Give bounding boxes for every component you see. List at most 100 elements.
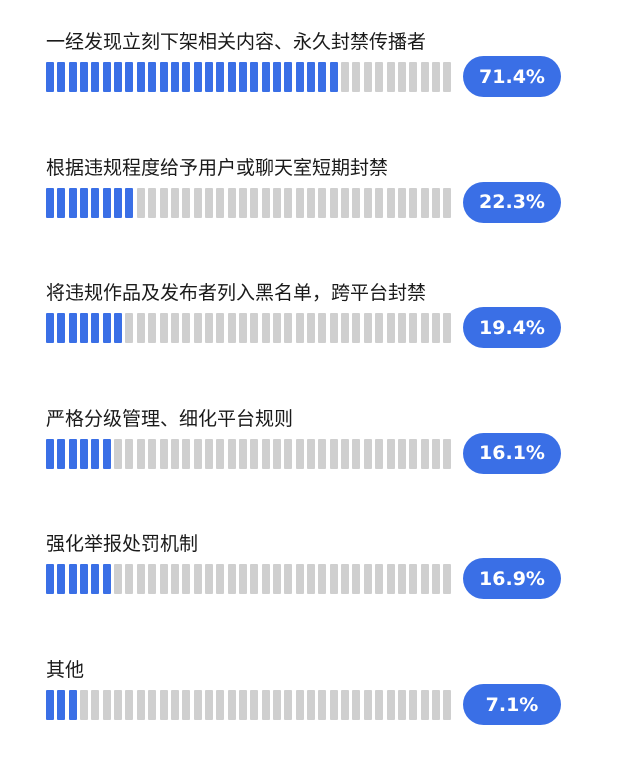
bar-segment-empty bbox=[273, 564, 281, 595]
bar-segment-empty bbox=[420, 564, 429, 595]
bar-segment-empty bbox=[204, 187, 213, 218]
bar-segment-empty bbox=[193, 187, 202, 218]
bar-segment-filled bbox=[148, 62, 157, 92]
value-badge: 16.9% bbox=[463, 558, 561, 600]
bar-segment-empty bbox=[91, 690, 100, 720]
bar-track bbox=[46, 438, 456, 469]
bar-segment-empty bbox=[420, 438, 429, 469]
bar-segment-empty bbox=[375, 187, 384, 218]
bar-segment-empty bbox=[216, 564, 225, 595]
value-badge: 19.4% bbox=[463, 307, 561, 349]
bar-segment-empty bbox=[125, 564, 134, 595]
bar-segment-empty bbox=[204, 438, 213, 469]
bar-segment-empty bbox=[318, 187, 327, 218]
bar-segment-filled bbox=[57, 187, 66, 218]
bar-segment-empty bbox=[397, 187, 406, 218]
bar-segment-empty bbox=[182, 690, 191, 720]
bar-segment-empty bbox=[170, 690, 179, 720]
bar-segment-filled bbox=[46, 564, 54, 595]
bar-segment-empty bbox=[227, 690, 236, 720]
bar-segment-empty bbox=[238, 564, 247, 595]
bar-segment-empty bbox=[363, 62, 372, 92]
bar-segment-empty bbox=[148, 690, 157, 720]
bar-segment-empty bbox=[375, 690, 384, 720]
bar-row: 根据违规程度给予用户或聊天室短期封禁 22.3% bbox=[0, 155, 640, 255]
bar-segment-empty bbox=[341, 187, 350, 218]
bar-segment-filled bbox=[227, 62, 236, 92]
bar-segment-empty bbox=[409, 187, 418, 218]
bar-segment-empty bbox=[114, 438, 123, 469]
bar-segment-empty bbox=[386, 313, 395, 344]
bar-segment-empty bbox=[352, 187, 361, 218]
bar-segment-empty bbox=[193, 438, 202, 469]
bar-segment-filled bbox=[216, 62, 225, 92]
bar-segment-empty bbox=[284, 438, 293, 469]
bar-segment-filled bbox=[159, 62, 168, 92]
bar-segment-empty bbox=[386, 62, 395, 92]
bar-segment-filled bbox=[250, 62, 259, 92]
bar-segment-empty bbox=[238, 690, 247, 720]
bar-segment-empty bbox=[136, 564, 145, 595]
bar-segment-empty bbox=[170, 313, 179, 344]
bar-segment-empty bbox=[170, 564, 179, 595]
bar-segment-empty bbox=[80, 690, 89, 720]
bar-segment-empty bbox=[375, 313, 384, 344]
bar-segment-empty bbox=[363, 313, 372, 344]
bar-track bbox=[46, 62, 456, 92]
bar-segment-empty bbox=[159, 690, 168, 720]
bar-segment-empty bbox=[261, 690, 270, 720]
bar-segment-empty bbox=[397, 564, 406, 595]
bar-segment-empty bbox=[363, 564, 372, 595]
bar-segment-filled bbox=[57, 564, 66, 595]
bar-segment-empty bbox=[341, 62, 350, 92]
bar-segment-empty bbox=[420, 62, 429, 92]
bar-segment-filled bbox=[91, 564, 100, 595]
bar-segment-empty bbox=[397, 313, 406, 344]
bar-segment-empty bbox=[284, 187, 293, 218]
bar-row: 其他 7.1% bbox=[0, 657, 640, 757]
bar-segment-filled bbox=[114, 313, 123, 344]
bar-segment-empty bbox=[352, 690, 361, 720]
bar-segment-empty bbox=[397, 690, 406, 720]
bar-segment-filled bbox=[46, 313, 54, 344]
bar-segment-empty bbox=[431, 62, 440, 92]
bar-segment-filled bbox=[102, 187, 111, 218]
bar-segment-empty bbox=[307, 313, 316, 344]
bar-segment-empty bbox=[409, 690, 418, 720]
bar-segment-empty bbox=[329, 187, 338, 218]
bar-segment-empty bbox=[352, 438, 361, 469]
bar-segment-empty bbox=[182, 438, 191, 469]
bar-segment-empty bbox=[250, 438, 259, 469]
bar-segment-empty bbox=[295, 187, 304, 218]
bar-segment-empty bbox=[159, 564, 168, 595]
value-badge: 71.4% bbox=[463, 56, 561, 97]
bar-segment-empty bbox=[386, 564, 395, 595]
bar-segment-empty bbox=[136, 187, 145, 218]
bar-segment-empty bbox=[307, 564, 316, 595]
bar-segment-empty bbox=[227, 187, 236, 218]
bar-segment-filled bbox=[68, 187, 77, 218]
bar-segment-empty bbox=[148, 187, 157, 218]
bar-segment-filled bbox=[273, 62, 281, 92]
bar-segment-empty bbox=[238, 438, 247, 469]
bar-segment-filled bbox=[318, 62, 327, 92]
bar-segment-empty bbox=[125, 438, 134, 469]
bar-segment-empty bbox=[443, 187, 452, 218]
bar-segment-filled bbox=[68, 690, 77, 720]
bar-track bbox=[46, 564, 456, 595]
bar-segment-empty bbox=[341, 690, 350, 720]
bar-segment-empty bbox=[204, 313, 213, 344]
bar-segment-empty bbox=[352, 564, 361, 595]
bar-segment-empty bbox=[284, 690, 293, 720]
bar-segment-empty bbox=[193, 690, 202, 720]
bar-segment-empty bbox=[431, 564, 440, 595]
bar-segment-empty bbox=[295, 438, 304, 469]
bar-segment-empty bbox=[363, 187, 372, 218]
bar-segment-filled bbox=[80, 313, 89, 344]
bar-segment-filled bbox=[57, 690, 66, 720]
bar-segment-filled bbox=[80, 438, 89, 469]
bar-segment-empty bbox=[443, 438, 452, 469]
bar-segment-filled bbox=[68, 62, 77, 92]
bar-segment-filled bbox=[114, 62, 123, 92]
bar-segment-filled bbox=[238, 62, 247, 92]
